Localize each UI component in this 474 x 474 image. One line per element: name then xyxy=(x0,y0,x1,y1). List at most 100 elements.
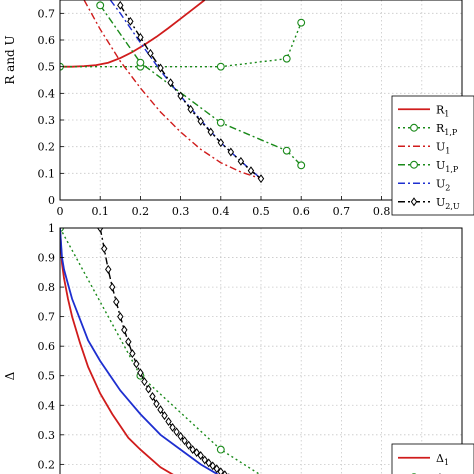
top-x-tick-label: 0.3 xyxy=(172,205,190,218)
top-legend-label: U2,U xyxy=(436,196,460,211)
bot-series-point xyxy=(113,297,120,307)
bot-series-line xyxy=(60,228,261,474)
bot-series-point xyxy=(201,455,208,465)
top-series-point xyxy=(217,138,225,148)
bot-series-point xyxy=(177,431,184,441)
top-plot: 00.10.20.30.40.50.60.7 0 0.1 0.2 0.3 0.4 0.5 0… xyxy=(3,0,474,218)
top-series-point xyxy=(197,116,204,126)
bottom-plot-series xyxy=(60,228,261,474)
top-series-point xyxy=(177,91,184,101)
bot-series-line xyxy=(60,228,219,474)
top-x-tick-label: 0.1 xyxy=(91,205,109,218)
top-plot-y-ticks: 0 0.1 0.2 0.3 0.4 0.5 0.6 0.7 xyxy=(38,7,64,207)
top-y-tick-label: 0.2 xyxy=(38,141,56,154)
bottom-plot-y-label: Δ xyxy=(3,371,17,380)
bot-legend-label: Δ1 xyxy=(436,452,449,467)
bottom-plot-frame xyxy=(59,227,463,474)
top-legend-marker xyxy=(410,160,418,169)
top-series-point xyxy=(257,174,265,184)
bot-y-tick-label: 1 xyxy=(48,222,55,235)
bottom-plot: 0.2 0.3 0.4 0.5 0.6 0.7 0.8 0.9 1 Δ Δ1 Δ1,P xyxy=(3,222,474,474)
top-series-point xyxy=(297,18,306,27)
bottom-plot-grid xyxy=(60,228,462,474)
bottom-plot-legend: Δ1 Δ1,P xyxy=(391,443,474,474)
bot-series-point xyxy=(117,312,124,322)
top-series-3 xyxy=(96,1,306,170)
bot-series-point xyxy=(149,391,156,401)
top-series-4 xyxy=(109,0,262,180)
top-series-2 xyxy=(83,0,262,180)
top-series-point xyxy=(297,161,306,170)
top-x-tick-label: 0.5 xyxy=(252,205,270,218)
bot-series-point xyxy=(133,359,140,369)
top-y-tick-label: 0.5 xyxy=(38,61,56,74)
top-series-point xyxy=(117,0,124,10)
bot-series-point xyxy=(197,451,204,460)
top-series-point xyxy=(207,127,214,137)
bot-series-point xyxy=(101,244,108,254)
bot-series-point xyxy=(169,422,176,432)
bot-y-tick-label: 0.3 xyxy=(38,429,56,442)
bot-y-tick-label: 0.5 xyxy=(38,370,56,383)
top-legend-label: R1 xyxy=(436,103,449,118)
bot-series-3 xyxy=(96,228,230,474)
top-series-0 xyxy=(60,0,206,68)
top-series-point xyxy=(167,78,174,88)
bot-series-point xyxy=(145,384,152,394)
top-series-point xyxy=(96,1,105,10)
bot-series-point xyxy=(137,368,144,378)
bot-series-point xyxy=(96,228,104,233)
top-y-tick-label: 0.7 xyxy=(38,7,56,20)
bot-series-point xyxy=(189,445,196,455)
bot-series-point xyxy=(181,436,188,446)
bot-series-point xyxy=(165,417,172,426)
top-legend-box xyxy=(391,95,474,216)
bot-legend-label: Δ1,P xyxy=(436,471,458,474)
bottom-plot-y-ticks: 0.2 0.3 0.4 0.5 0.6 0.7 0.8 0.9 1 xyxy=(38,222,64,471)
top-series-point xyxy=(127,16,134,26)
top-legend-marker xyxy=(410,197,418,207)
top-x-tick-label: 0.8 xyxy=(373,205,391,218)
bot-series-point xyxy=(153,399,160,409)
top-x-tick-label: 0.6 xyxy=(292,205,310,218)
bot-series-point xyxy=(216,445,225,454)
top-legend-label: U1,P xyxy=(436,159,459,174)
bot-series-point xyxy=(185,440,192,450)
top-x-tick-label: 0.4 xyxy=(212,205,230,218)
top-y-tick-label: 0 xyxy=(48,194,55,207)
top-series-point xyxy=(227,147,235,157)
top-series-point xyxy=(216,62,225,71)
top-x-tick-label: 0.7 xyxy=(333,205,351,218)
bot-series-point xyxy=(129,349,136,359)
bot-series-point xyxy=(173,427,180,437)
bot-series-2 xyxy=(60,228,219,474)
top-series-point xyxy=(282,146,291,155)
bot-series-point xyxy=(205,458,212,468)
top-legend-label: R1,P xyxy=(436,122,458,137)
top-plot-y-label: R and U xyxy=(3,35,17,84)
bot-series-0 xyxy=(60,228,174,474)
top-series-point xyxy=(137,32,144,42)
bot-series-point xyxy=(125,337,132,347)
bot-series-point xyxy=(161,411,168,421)
top-series-point xyxy=(136,58,145,67)
top-series-point xyxy=(247,166,255,176)
top-x-tick-label: 0.2 xyxy=(132,205,150,218)
top-series-line xyxy=(119,4,262,180)
bot-y-tick-label: 0.2 xyxy=(38,458,56,471)
top-plot-grid xyxy=(60,0,462,200)
bot-series-point xyxy=(193,448,200,457)
top-series-line xyxy=(99,4,302,166)
bot-y-tick-label: 0.9 xyxy=(38,252,56,265)
top-x-tick-label: 0 xyxy=(57,205,64,218)
top-series-point xyxy=(216,118,225,127)
bot-series-point xyxy=(209,461,216,471)
top-series-point xyxy=(237,156,245,166)
bot-series-point xyxy=(217,467,225,474)
top-y-tick-label: 0.4 xyxy=(38,87,56,100)
top-series-point xyxy=(282,54,291,63)
top-plot-legend: R1 R1,P U1 U1,P U2 U2,U xyxy=(391,95,474,216)
top-y-tick-label: 0.3 xyxy=(38,114,56,127)
bot-legend-box xyxy=(391,443,474,474)
